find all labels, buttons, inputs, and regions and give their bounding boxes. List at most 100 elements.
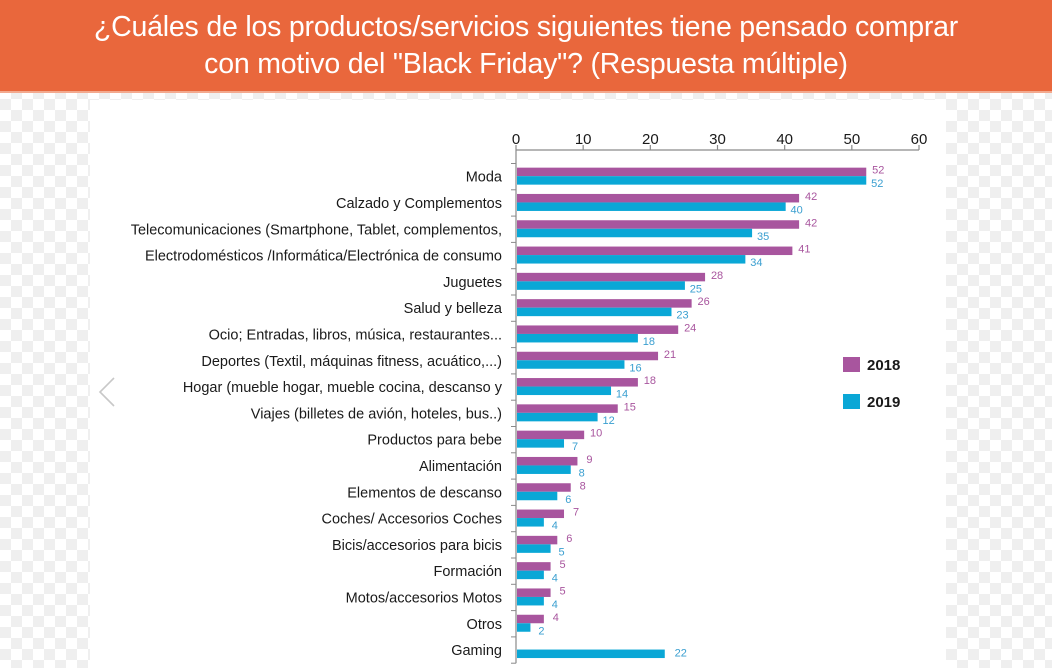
- category-label: Hogar (mueble hogar, mueble cocina, desc…: [183, 380, 503, 396]
- data-label-2018: 9: [586, 454, 592, 466]
- bar-2018: [517, 272, 706, 282]
- bar-2018: [517, 404, 618, 413]
- data-label-2018: 10: [590, 428, 602, 440]
- bar-2019: [517, 518, 544, 527]
- category-label: Motos/accesorios Motos: [346, 590, 502, 606]
- bar-2018: [517, 562, 551, 571]
- legend-swatch-2018: [843, 357, 860, 372]
- category-label: Telecomunicaciones (Smartphone, Tablet, …: [131, 222, 502, 238]
- category-label: Salud y belleza: [404, 301, 503, 317]
- bar-2019: [517, 202, 786, 211]
- x-tick-label: 0: [512, 131, 520, 148]
- category-label: Deportes (Textil, máquinas fitness, acuá…: [201, 354, 502, 370]
- data-label-2018: 4: [553, 612, 559, 624]
- bar-2019: [517, 386, 612, 396]
- chart-title-line-2: con motivo del "Black Friday"? (Respuest…: [204, 48, 848, 80]
- x-tick-label: 40: [776, 131, 793, 148]
- data-label-2018: 5: [560, 559, 566, 571]
- bar-2019: [517, 412, 598, 422]
- category-label: Electrodomésticos /Informática/Electróni…: [145, 249, 502, 265]
- category-label: Alimentación: [419, 459, 502, 475]
- category-label: Gaming: [451, 643, 502, 659]
- data-label-2019: 12: [602, 415, 614, 427]
- bar-2019: [517, 307, 672, 317]
- data-label-2019: 4: [552, 520, 558, 532]
- chart-title-line-1: ¿Cuáles de los productos/servicios sigui…: [93, 11, 959, 43]
- data-label-2019: 4: [552, 573, 558, 585]
- category-label: Productos para bebe: [367, 433, 502, 449]
- bar-2018: [517, 351, 659, 361]
- data-label-2018: 18: [644, 375, 656, 387]
- data-label-2019: 6: [565, 494, 571, 506]
- category-label: Bicis/accesorios para bicis: [332, 538, 502, 554]
- x-tick-label: 60: [911, 131, 928, 148]
- data-label-2019: 40: [791, 204, 803, 216]
- category-label: Coches/ Accesorios Coches: [321, 512, 502, 528]
- category-label: Viajes (billetes de avión, hoteles, bus.…: [251, 406, 502, 422]
- data-label-2019: 25: [690, 283, 702, 295]
- data-label-2019: 8: [579, 467, 585, 479]
- data-label-2019: 16: [629, 362, 641, 374]
- bar-2018: [517, 614, 544, 624]
- data-label-2018: 41: [798, 244, 810, 256]
- data-label-2018: 7: [573, 507, 579, 519]
- x-tick-label: 50: [843, 131, 860, 148]
- bar-2018: [517, 246, 793, 256]
- bar-2019: [517, 255, 746, 264]
- data-label-2019: 7: [572, 441, 578, 453]
- data-label-2018: 6: [566, 533, 572, 545]
- data-label-2019: 2: [538, 625, 544, 637]
- category-label: Juguetes: [443, 275, 502, 291]
- bar-2019: [517, 281, 685, 290]
- x-tick-label: 20: [642, 131, 659, 148]
- bar-2018: [517, 535, 558, 545]
- bar-2019: [517, 544, 551, 553]
- data-label-2019: 18: [643, 336, 655, 348]
- bar-2019: [517, 623, 531, 632]
- bar-2018: [517, 430, 585, 440]
- bar-2018: [517, 378, 638, 387]
- category-label: Formación: [434, 564, 503, 580]
- chevron-left-icon[interactable]: [98, 376, 116, 408]
- bar-2019: [517, 333, 638, 343]
- category-label: Elementos de descanso: [347, 485, 502, 501]
- bar-2018: [517, 167, 867, 177]
- bar-2019: [517, 360, 625, 369]
- bar-2018: [517, 193, 800, 203]
- bar-2019: [517, 228, 753, 238]
- bar-2018: [517, 509, 565, 519]
- data-label-2018: 24: [684, 322, 696, 334]
- data-label-2018: 26: [698, 296, 710, 308]
- data-label-2019: 5: [559, 546, 565, 558]
- legend-swatch-2019: [843, 394, 860, 409]
- bar-2019: [517, 491, 558, 501]
- data-label-2018: 52: [872, 165, 884, 177]
- category-label: Ocio; Entradas, libros, música, restaura…: [209, 327, 502, 343]
- legend-label-2018: 2018: [867, 357, 900, 374]
- data-label-2018: 42: [805, 217, 817, 229]
- bar-2019: [517, 439, 565, 448]
- category-label: Moda: [466, 170, 503, 186]
- category-label: Calzado y Complementos: [336, 196, 502, 212]
- bar-2019: [517, 596, 544, 606]
- data-label-2018: 21: [664, 349, 676, 361]
- data-label-2019: 14: [616, 389, 628, 401]
- bar-2018: [517, 483, 571, 492]
- bar-2018: [517, 325, 679, 334]
- data-label-2019: 35: [757, 231, 769, 243]
- data-label-2018: 28: [711, 270, 723, 282]
- bar-2019: [517, 176, 867, 185]
- data-label-2018: 8: [580, 480, 586, 492]
- bar-2018: [517, 299, 692, 308]
- data-label-2018: 15: [624, 401, 636, 413]
- data-label-2019: 34: [750, 257, 762, 269]
- bar-2019: [517, 570, 544, 580]
- x-tick-label: 10: [575, 131, 592, 148]
- data-label-2019: 52: [871, 178, 883, 190]
- data-label-2019: 4: [552, 599, 558, 611]
- data-label-2019: 23: [676, 310, 688, 322]
- bar-2018: [517, 456, 578, 466]
- data-label-2019: 22: [675, 648, 687, 660]
- bar-2019: [517, 649, 665, 659]
